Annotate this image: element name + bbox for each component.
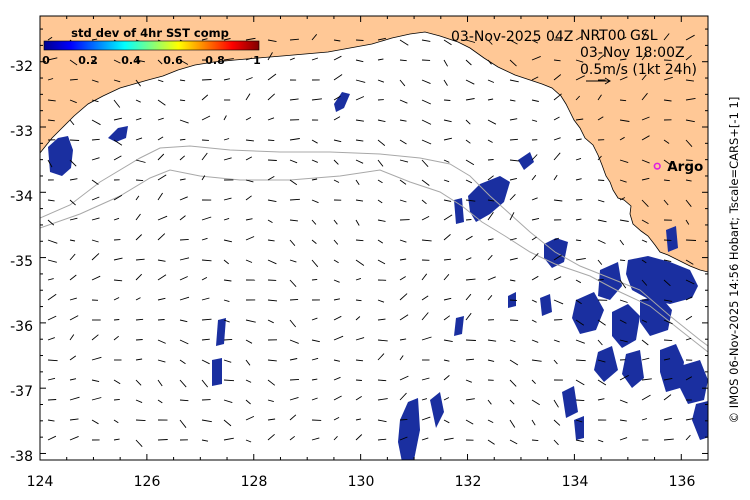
current-vector [466, 340, 476, 341]
colorbar-title: std dev of 4hr SST comp [71, 26, 229, 40]
x-tick-label: 126 [134, 474, 161, 490]
credit-text: © IMOS 06-Nov-2025 14:56 Hobart; Tscale=… [727, 97, 741, 424]
current-vector [664, 340, 672, 341]
colorbar-tick: 1 [253, 54, 261, 67]
current-vector [444, 100, 450, 101]
x-tick-label: 124 [27, 474, 54, 490]
y-tick-label: -35 [10, 254, 33, 270]
current-vector [488, 160, 494, 161]
current-vector [400, 419, 407, 420]
current-vector [158, 320, 165, 321]
current-vector [180, 239, 189, 240]
current-vector [202, 80, 212, 81]
current-vector [598, 280, 604, 281]
current-vector [136, 180, 143, 181]
current-vector [532, 440, 538, 441]
x-tick-label: 136 [669, 474, 696, 490]
current-vector [224, 339, 232, 340]
y-axis-labels: -32 -33 -34 -35 -36 -37 -38 [10, 59, 33, 465]
current-vector [356, 380, 362, 381]
colorbar-tick: 0 [42, 54, 50, 67]
y-tick-label: -33 [10, 124, 33, 140]
current-vector [290, 299, 298, 300]
vector-scale-label: 0.5m/s (1kt 24h) [580, 62, 697, 78]
colorbar-tick: 0.4 [121, 54, 141, 67]
y-tick-label: -32 [10, 59, 33, 75]
current-vector [158, 440, 168, 441]
colorbar-tick: 0.6 [163, 54, 183, 67]
current-vector [114, 320, 119, 321]
current-vector [136, 420, 146, 421]
current-vector [312, 279, 317, 280]
y-tick-label: -37 [10, 384, 33, 400]
current-vector [48, 400, 56, 401]
x-axis-labels: 124 126 128 130 132 134 136 [27, 474, 696, 490]
current-vector [290, 379, 299, 380]
y-tick-label: -34 [10, 189, 33, 205]
colorbar-tick: 0.8 [205, 54, 225, 67]
current-vector [114, 399, 120, 400]
product-time: 03-Nov 18:00Z [580, 45, 685, 61]
y-tick-label: -36 [10, 319, 33, 335]
current-vector [620, 260, 625, 261]
current-vector [686, 240, 696, 241]
current-vector [356, 40, 364, 41]
current-vector [598, 180, 604, 181]
x-tick-label: 128 [241, 474, 268, 490]
product-name: NRT00 GSL [580, 28, 658, 44]
x-tick-label: 132 [455, 474, 482, 490]
current-vector [268, 140, 274, 141]
current-vector [136, 340, 143, 341]
colorbar-tick: 0.2 [78, 54, 98, 67]
x-tick-label: 130 [348, 474, 375, 490]
x-tick-label: 134 [562, 474, 589, 490]
current-vector [576, 400, 584, 401]
current-vector [466, 220, 471, 221]
analysis-date: 03-Nov-2025 04Z [451, 29, 573, 45]
argo-label: Argo [667, 159, 703, 175]
current-vector [268, 160, 277, 161]
colorbar-gradient [44, 41, 259, 50]
current-vector [70, 140, 79, 141]
y-tick-label: -38 [10, 449, 33, 465]
